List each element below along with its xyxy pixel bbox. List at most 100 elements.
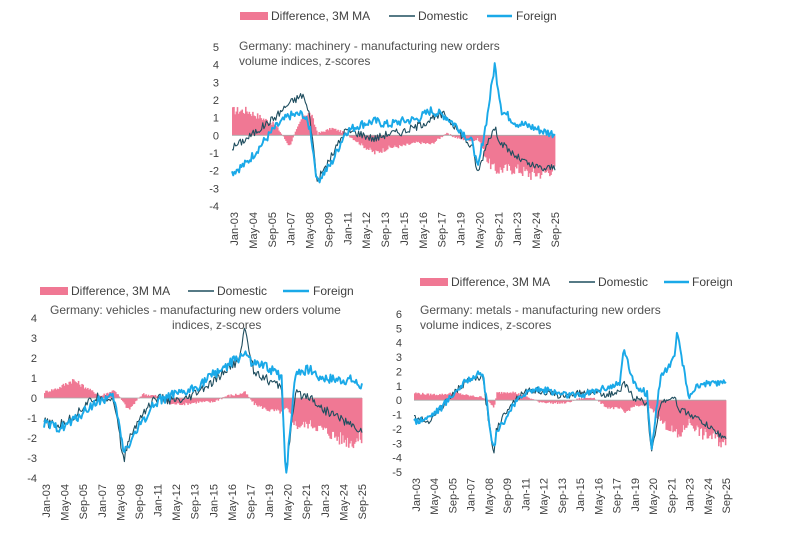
difference-bar (91, 390, 94, 398)
difference-bar (496, 392, 498, 401)
difference-bar (578, 397, 581, 401)
difference-bar (409, 135, 412, 145)
difference-bar (355, 398, 357, 443)
x-tick-label: May-20 (283, 484, 295, 521)
difference-bar (424, 135, 427, 144)
legend-label-foreign: Foreign (313, 284, 354, 298)
difference-bar (419, 394, 422, 401)
y-tick-label: 4 (31, 313, 37, 325)
x-tick-label: Jan-19 (630, 478, 642, 512)
difference-bar (654, 400, 656, 411)
difference-bar (395, 135, 397, 147)
legend-swatch-difference (240, 12, 268, 20)
machinery-chart: Difference, 3M MA Domestic Foreign Germa… (209, 9, 562, 249)
x-tick-label: Sep-09 (323, 212, 335, 247)
difference-bar (470, 395, 472, 401)
difference-bar (235, 111, 238, 136)
difference-bar (528, 397, 530, 401)
difference-bar (59, 386, 61, 398)
difference-bar (671, 400, 673, 426)
difference-bar (465, 394, 467, 401)
difference-bar (177, 398, 180, 404)
difference-bar (278, 130, 280, 136)
difference-bar (260, 118, 262, 136)
legend-swatch-difference (40, 287, 68, 295)
x-tick-label: Sep-13 (557, 478, 569, 513)
difference-bar (675, 400, 678, 430)
difference-bar (357, 398, 359, 442)
difference-bar (480, 396, 482, 401)
difference-bar (487, 135, 490, 164)
difference-bar (343, 398, 345, 443)
legend-label-domestic: Domestic (418, 9, 468, 23)
y-tick-label: 4 (213, 60, 219, 72)
x-tick-label: Jan-15 (399, 212, 411, 246)
difference-bar (295, 398, 298, 426)
difference-bar (234, 114, 236, 136)
difference-bar (631, 400, 633, 408)
difference-bar (550, 135, 552, 175)
difference-bar (467, 135, 470, 140)
difference-bar (515, 135, 518, 169)
difference-bar (421, 135, 423, 142)
x-tick-label: Sep-21 (301, 484, 313, 519)
difference-bar (384, 135, 387, 152)
difference-bar (614, 400, 616, 408)
difference-bar (390, 135, 393, 148)
difference-bar (403, 135, 406, 146)
difference-bar (527, 135, 530, 177)
difference-bar (115, 392, 117, 398)
difference-bar (269, 122, 272, 136)
difference-bar (299, 121, 302, 136)
difference-bar (401, 135, 403, 147)
difference-bar (663, 400, 665, 423)
difference-bar (208, 398, 210, 402)
difference-bar (434, 135, 436, 142)
difference-bar (640, 400, 642, 406)
difference-bar (117, 394, 119, 398)
difference-bar (283, 398, 286, 409)
x-tick-label: May-04 (429, 478, 441, 515)
difference-bar (50, 389, 53, 398)
difference-bar (525, 135, 527, 170)
difference-bar (473, 396, 475, 401)
difference-bar (118, 396, 121, 398)
difference-bar (472, 395, 474, 401)
difference-bar (349, 398, 351, 444)
difference-bar (275, 398, 278, 411)
difference-bar (619, 400, 622, 408)
difference-bar (152, 395, 154, 398)
y-tick-label: -2 (209, 166, 219, 178)
difference-bar (291, 135, 293, 142)
difference-bar (506, 392, 509, 401)
difference-bar (288, 135, 291, 146)
difference-bar (356, 135, 358, 143)
difference-bar (296, 398, 299, 430)
difference-bar (724, 400, 727, 446)
difference-bar (482, 398, 485, 401)
difference-bar (81, 383, 83, 398)
difference-bar (331, 398, 334, 432)
difference-bar (670, 400, 672, 432)
difference-bar (457, 135, 460, 138)
difference-bar (126, 398, 129, 408)
difference-bar (602, 400, 605, 404)
difference-bar (353, 135, 356, 141)
difference-bar (649, 400, 651, 409)
x-tick-label: Sep-05 (447, 478, 459, 513)
x-tick-label: Sep-13 (380, 212, 392, 247)
difference-bar (57, 389, 60, 398)
vehicles-legend: Difference, 3M MA Domestic Foreign (40, 284, 354, 298)
difference-bar (331, 127, 333, 136)
difference-bar (131, 398, 133, 407)
difference-bar (683, 400, 686, 430)
difference-bar (287, 135, 290, 146)
difference-bar (54, 388, 57, 398)
difference-bar (439, 393, 441, 401)
difference-bar (665, 400, 667, 430)
difference-bar (310, 398, 313, 427)
difference-bar (519, 135, 522, 173)
difference-bar (425, 394, 427, 401)
difference-bar (316, 398, 319, 432)
difference-bar (502, 393, 504, 401)
